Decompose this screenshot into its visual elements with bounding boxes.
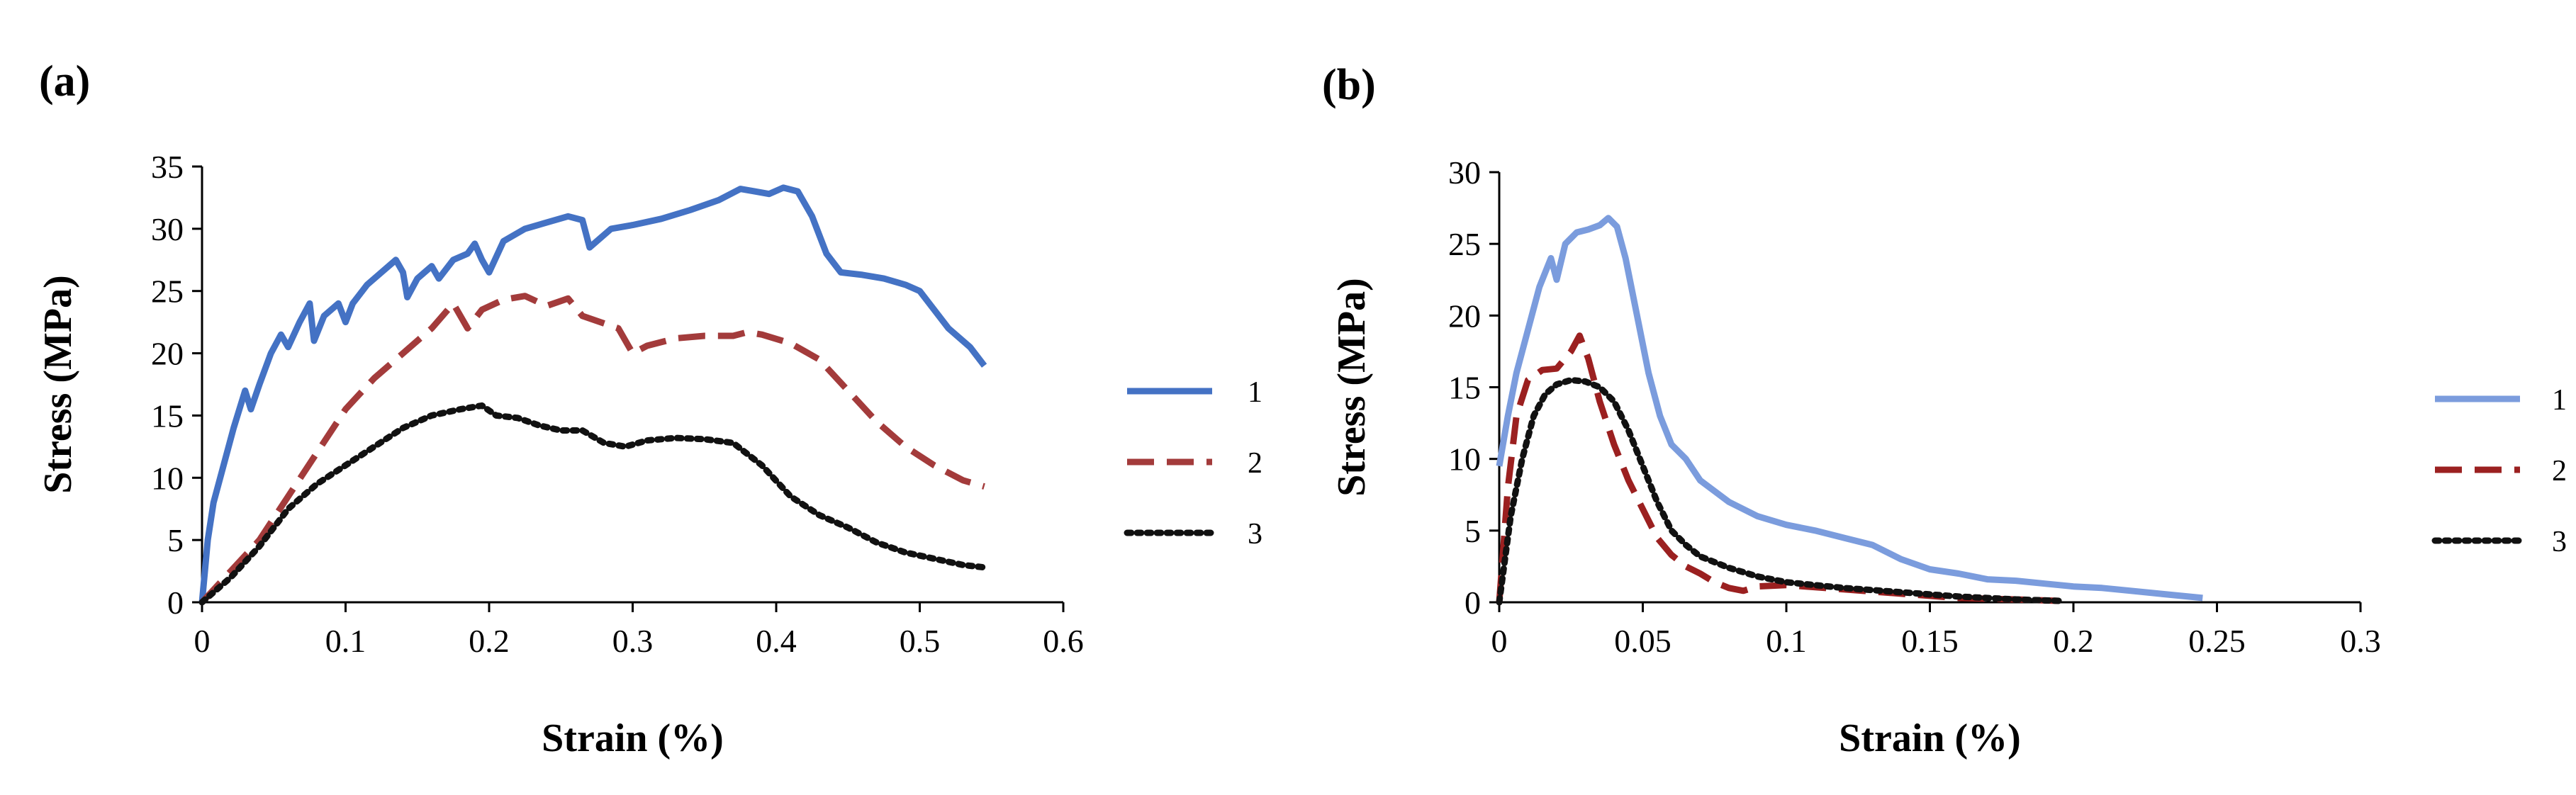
x-tick-label: 0.15 <box>1901 623 1959 659</box>
legend-label-3: 3 <box>1248 518 1262 551</box>
x-tick-label: 0.2 <box>469 623 510 659</box>
y-tick-label: 30 <box>1448 154 1481 191</box>
y-tick-label: 15 <box>1448 370 1481 406</box>
x-tick-label: 0.1 <box>325 623 366 659</box>
series-1-line <box>198 184 987 603</box>
legend-label-2: 2 <box>1248 447 1262 480</box>
x-tick-label: 0 <box>194 623 211 659</box>
y-axis-title: Stress (MPa) <box>1330 278 1374 496</box>
panel-a: (a) 0 5 10 15 20 25 30 35 0 0.1 0.2 0.3 0.4 0.5 0.6 Stra… <box>36 57 1262 760</box>
x-tick-label: 0.6 <box>1043 623 1084 659</box>
y-tick-label: 30 <box>151 211 184 247</box>
y-tick-label: 25 <box>1448 226 1481 262</box>
y-tick-label: 5 <box>167 522 184 558</box>
series-2-line <box>1496 332 2059 604</box>
x-tick-label: 0.3 <box>612 623 654 659</box>
y-tick-label: 0 <box>167 585 184 621</box>
y-tick-label: 15 <box>151 397 184 434</box>
x-axis-title: Strain (%) <box>1839 716 2021 760</box>
y-tick-label: 25 <box>151 274 184 310</box>
panel-b: (b) 0 5 10 15 20 25 30 0 0.05 0.1 0.15 0.2 0.25 0.3 Str… <box>1322 61 2567 760</box>
y-tick-label: 10 <box>1448 441 1481 478</box>
y-tick-label: 20 <box>1448 298 1481 334</box>
x-tick-label: 0.1 <box>1766 623 1807 659</box>
legend-label-2: 2 <box>2552 455 2567 487</box>
y-tick-label: 10 <box>151 460 184 496</box>
legend-label-1: 1 <box>1248 376 1262 409</box>
x-tick-label: 0.25 <box>2188 623 2246 659</box>
y-tick-label: 0 <box>1465 585 1481 621</box>
legend-label-1: 1 <box>2552 384 2567 417</box>
series-1-line <box>1496 215 2203 602</box>
y-axis-title: Stress (MPa) <box>36 275 80 493</box>
x-axis-title: Strain (%) <box>542 716 724 760</box>
x-tick-label: 0 <box>1491 623 1508 659</box>
legend-label-3: 3 <box>2552 526 2567 558</box>
panel-label: (a) <box>39 57 90 106</box>
y-tick-label: 35 <box>151 149 184 185</box>
panel-label: (b) <box>1322 61 1376 109</box>
series-2-line <box>199 293 985 605</box>
x-tick-label: 0.2 <box>2053 623 2094 659</box>
series-3-line <box>1496 376 2063 606</box>
x-tick-label: 0.3 <box>2340 623 2381 659</box>
y-tick-label: 20 <box>151 336 184 372</box>
x-tick-label: 0.5 <box>900 623 941 659</box>
x-tick-label: 0.05 <box>1614 623 1671 659</box>
y-tick-label: 5 <box>1465 513 1481 549</box>
x-tick-label: 0.4 <box>756 623 797 659</box>
series-3-line <box>198 402 988 606</box>
